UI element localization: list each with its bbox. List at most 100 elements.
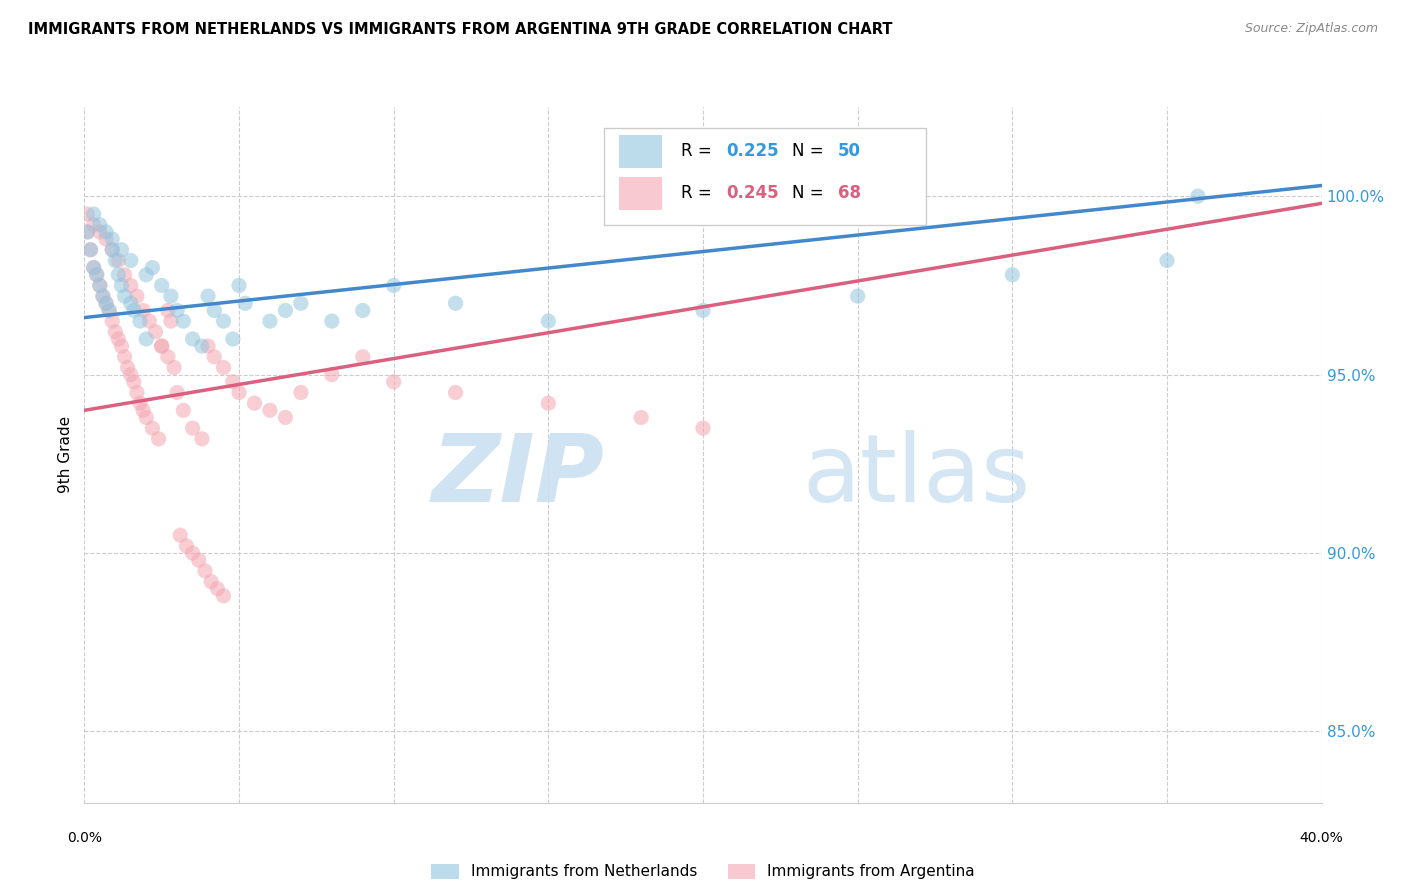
Point (135, 410, 157, 425)
Text: 0.225: 0.225 (727, 142, 779, 160)
Point (132, 403, 155, 417)
Text: Source: ZipAtlas.com: Source: ZipAtlas.com (1244, 22, 1378, 36)
Point (212, 360, 235, 375)
Legend: Immigrants from Netherlands, Immigrants from Argentina: Immigrants from Netherlands, Immigrants … (425, 857, 981, 886)
Point (202, 350, 225, 364)
Point (94, 296, 117, 310)
Point (129, 314, 152, 328)
Point (114, 350, 136, 364)
Point (89, 225, 111, 239)
Point (138, 314, 160, 328)
Point (107, 253, 129, 268)
Text: 0.245: 0.245 (727, 184, 779, 202)
Point (120, 368, 142, 382)
Point (156, 303, 179, 318)
Point (91, 289, 114, 303)
Point (94, 225, 117, 239)
Point (145, 325, 167, 339)
Point (382, 278, 405, 293)
Point (76, 225, 98, 239)
Point (135, 332, 157, 346)
Point (321, 368, 343, 382)
Point (846, 289, 869, 303)
Point (1187, 189, 1209, 203)
Point (630, 410, 652, 425)
Point (86, 268, 108, 282)
Point (101, 243, 124, 257)
Point (228, 385, 250, 400)
Point (321, 314, 343, 328)
Point (1001, 268, 1024, 282)
Point (222, 332, 245, 346)
Text: N =: N = (792, 184, 830, 202)
Point (150, 339, 173, 353)
Point (117, 360, 139, 375)
Point (160, 289, 183, 303)
Point (83, 260, 105, 275)
Point (243, 396, 266, 410)
Point (181, 546, 204, 560)
Point (125, 385, 148, 400)
Point (166, 303, 188, 318)
Point (200, 574, 222, 589)
Point (91, 289, 114, 303)
Point (156, 350, 179, 364)
Point (181, 332, 204, 346)
Point (76, 207, 98, 221)
Point (352, 303, 374, 318)
Point (537, 314, 560, 328)
Point (382, 375, 405, 389)
Point (207, 582, 229, 596)
Point (122, 303, 145, 318)
Point (202, 303, 225, 318)
Point (148, 432, 170, 446)
Point (233, 296, 256, 310)
Point (120, 278, 142, 293)
Y-axis label: 9th Grade: 9th Grade (58, 417, 73, 493)
Point (166, 385, 188, 400)
Text: 50: 50 (838, 142, 860, 160)
Text: 0.0%: 0.0% (67, 831, 101, 846)
Point (89, 278, 111, 293)
Point (160, 314, 183, 328)
Point (692, 303, 714, 318)
Point (110, 243, 132, 257)
Point (83, 260, 105, 275)
Point (197, 289, 219, 303)
Point (150, 339, 173, 353)
Point (107, 268, 129, 282)
Point (135, 268, 157, 282)
Point (120, 296, 142, 310)
Point (83, 207, 105, 221)
Point (692, 421, 714, 435)
Point (122, 375, 145, 389)
Point (176, 539, 198, 553)
Point (274, 410, 297, 425)
Point (104, 325, 127, 339)
Text: atlas: atlas (801, 430, 1031, 522)
Point (110, 339, 132, 353)
Point (444, 385, 467, 400)
Point (120, 253, 142, 268)
Point (169, 528, 191, 542)
Point (163, 360, 186, 375)
Point (150, 278, 173, 293)
Point (444, 296, 467, 310)
Point (83, 218, 105, 232)
Bar (619, 135, 662, 169)
Point (194, 564, 217, 578)
Point (79, 243, 101, 257)
Point (191, 339, 214, 353)
Point (89, 278, 111, 293)
Point (89, 218, 111, 232)
Point (1156, 253, 1178, 268)
Point (125, 289, 148, 303)
Point (101, 232, 124, 246)
Point (129, 396, 152, 410)
Point (110, 278, 132, 293)
Point (537, 396, 560, 410)
Point (181, 421, 204, 435)
Point (101, 314, 124, 328)
Point (212, 314, 235, 328)
Point (98, 303, 121, 318)
